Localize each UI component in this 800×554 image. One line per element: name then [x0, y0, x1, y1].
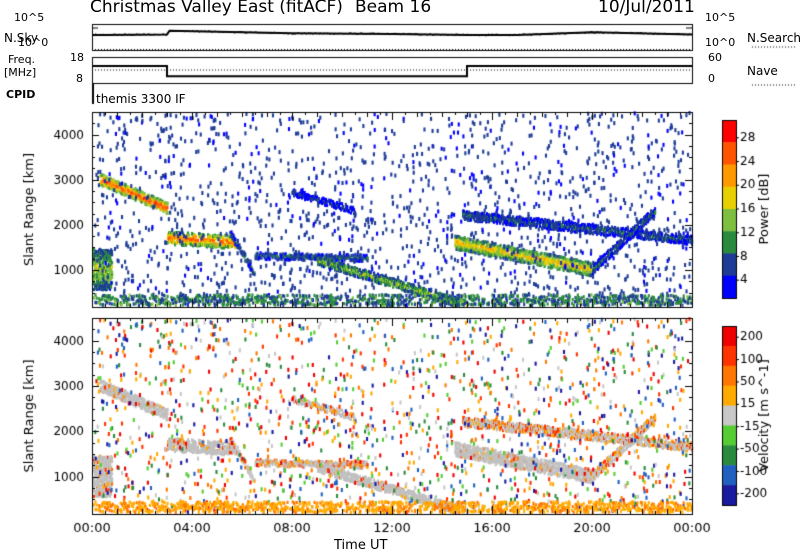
- cpid-label: CPID: [6, 88, 36, 101]
- plot-title: Christmas Valley East (fitACF): [90, 0, 343, 17]
- freq-tick-top: 18: [70, 51, 84, 64]
- freq-label: Freq.: [8, 53, 36, 66]
- freq-tick-bottom: 8: [76, 72, 83, 85]
- x-axis-label: Time UT: [334, 538, 388, 553]
- nsearch-tick-bottom: 10^0: [705, 36, 736, 49]
- nsky-tick-top: 10^5: [14, 11, 45, 24]
- nsky-label: N.Sky: [4, 31, 39, 45]
- freq-unit-label: [MHz]: [4, 66, 37, 79]
- nsearch-label: N.Search: [747, 31, 800, 45]
- beam-label: Beam 16: [355, 0, 432, 17]
- date-label: 10/Jul/2011: [598, 0, 695, 17]
- nsearch-tick-top: 10^5: [705, 11, 736, 24]
- nsky-tick-bottom: 10^0: [18, 36, 49, 49]
- cpid-value: themis 3300 IF: [96, 92, 186, 106]
- nave-tick-top: 60: [708, 51, 722, 64]
- nave-label: Nave: [747, 64, 778, 78]
- nave-tick-bottom: 0: [708, 72, 715, 85]
